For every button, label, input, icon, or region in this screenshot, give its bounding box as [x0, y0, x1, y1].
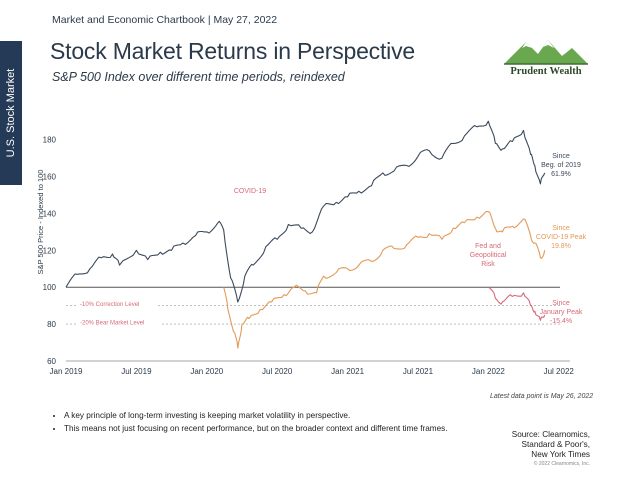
bullet-item: This means not just focusing on recent p… — [64, 424, 464, 434]
section-sidebar: U.S. Stock Market — [0, 41, 22, 185]
series-end-label: Since — [552, 300, 570, 307]
reference-line-label: -10% Correction Level — [80, 302, 139, 308]
mountain-logo-icon — [504, 40, 588, 65]
bullet-list: A key principle of long-term investing i… — [50, 411, 464, 437]
y-axis-label: S&P 500 Price - Indexed to 100 — [36, 170, 45, 275]
y-tick-label: 100 — [43, 283, 57, 292]
y-tick-label: 120 — [43, 246, 57, 255]
series-end-label: Since — [552, 153, 570, 160]
series-end-label: 61.9% — [551, 171, 571, 178]
x-tick-label: Jul 2021 — [403, 367, 434, 376]
source-line: New York Times — [531, 450, 590, 459]
y-tick-label: 140 — [43, 209, 57, 218]
series-end-label: Since — [552, 225, 570, 232]
series-annotation: COVID-19 — [234, 188, 266, 195]
series-annotation: Geopolitical — [470, 252, 507, 259]
series-annotation: Risk — [481, 261, 495, 268]
reference-label-bg — [78, 299, 158, 308]
logo-text: Prudent Wealth — [510, 66, 582, 77]
y-tick-label: 80 — [47, 320, 56, 329]
series-line — [65, 120, 546, 303]
x-tick-label: Jul 2020 — [262, 367, 293, 376]
source-line: Standard & Poor's, — [521, 440, 590, 449]
source-line: Source: Clearnomics, — [511, 430, 590, 439]
series-end-label: January Peak — [540, 309, 583, 316]
x-tick-label: Jul 2019 — [121, 367, 152, 376]
x-tick-label: Jan 2019 — [50, 367, 83, 376]
y-tick-label: 180 — [43, 136, 57, 145]
page-subtitle: S&P 500 Index over different time period… — [52, 70, 345, 84]
x-tick-label: Jan 2021 — [331, 367, 364, 376]
page-title: Stock Market Returns in Perspective — [50, 38, 415, 64]
series-end-label: COVID-19 Peak — [536, 234, 587, 241]
y-tick-label: 60 — [47, 357, 56, 366]
reference-label-bg — [78, 318, 162, 327]
source-note: Source: Clearnomics, Standard & Poor's, … — [490, 430, 590, 460]
series-line — [223, 211, 546, 349]
x-tick-label: Jan 2020 — [190, 367, 223, 376]
x-tick-label: Jul 2022 — [544, 367, 575, 376]
copyright: © 2022 Clearnomics, Inc. — [533, 461, 590, 467]
series-annotation: Fed and — [475, 243, 501, 250]
y-tick-label: 160 — [43, 173, 57, 182]
series-line — [487, 286, 546, 321]
series-end-label: Beg. of 2019 — [541, 162, 581, 169]
header-line: Market and Economic Chartbook | May 27, … — [52, 14, 278, 26]
bullet-item: A key principle of long-term investing i… — [64, 411, 464, 421]
series-end-label: 19.8% — [551, 243, 571, 250]
x-tick-label: Jan 2022 — [472, 367, 505, 376]
series-end-label: -15.4% — [550, 318, 572, 325]
latest-data-note: Latest data point is May 26, 2022 — [490, 393, 594, 400]
reference-line-label: -20% Bear Market Level — [80, 321, 144, 327]
